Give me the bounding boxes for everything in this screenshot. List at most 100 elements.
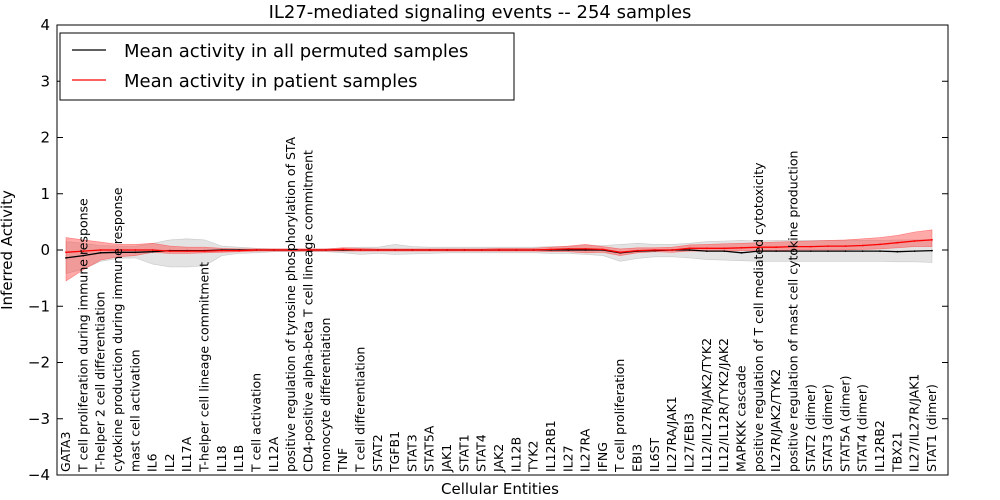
category-label: cytokine production during immune respon… bbox=[110, 187, 125, 472]
category-label: T cell differentiation bbox=[352, 347, 367, 473]
category-label: STAT4 bbox=[474, 434, 489, 472]
point-permuted bbox=[827, 250, 829, 253]
point-permuted bbox=[65, 257, 67, 259]
legend-label-permuted: Mean activity in all permuted samples bbox=[124, 41, 468, 62]
category-label: IL27RA/JAK1 bbox=[664, 396, 679, 472]
y-tick-label: 2 bbox=[40, 129, 50, 147]
category-label: JAK1 bbox=[439, 444, 454, 473]
point-patient bbox=[290, 249, 293, 251]
point-patient bbox=[775, 246, 777, 249]
category-label: TYK2 bbox=[526, 441, 541, 473]
point-patient bbox=[654, 249, 656, 251]
category-label: TGFB1 bbox=[387, 431, 402, 473]
point-patient bbox=[844, 245, 847, 248]
point-permuted bbox=[688, 249, 691, 251]
point-patient bbox=[117, 249, 119, 251]
point-patient bbox=[861, 244, 864, 247]
point-patient bbox=[809, 245, 812, 248]
y-axis-label: Inferred Activity bbox=[0, 190, 16, 310]
point-patient bbox=[740, 246, 743, 249]
point-patient bbox=[186, 250, 189, 253]
category-label: IL6 bbox=[145, 453, 160, 472]
category-label: positive regulation of T cell mediated c… bbox=[751, 162, 766, 472]
point-patient bbox=[723, 247, 726, 250]
point-permuted bbox=[879, 250, 881, 253]
category-label: STAT4 (dimer) bbox=[855, 384, 870, 472]
category-label: positive regulation of tyrosine phosphor… bbox=[283, 136, 298, 472]
category-label: positive regulation of mast cell cytokin… bbox=[785, 151, 800, 472]
category-label: TBX21 bbox=[889, 431, 904, 473]
category-label: TNF bbox=[335, 448, 350, 473]
point-permuted bbox=[931, 249, 933, 252]
category-label: STAT2 (dimer) bbox=[803, 384, 818, 472]
point-patient bbox=[272, 249, 275, 251]
category-label: IL27R/JAK2/TYK2 bbox=[768, 369, 783, 472]
point-permuted bbox=[740, 251, 743, 254]
category-label: IFNG bbox=[595, 442, 610, 472]
legend-box bbox=[59, 32, 515, 101]
point-patient bbox=[792, 245, 795, 248]
category-label: IL18 bbox=[214, 445, 229, 472]
category-label: STAT5A bbox=[422, 425, 437, 472]
point-patient bbox=[550, 248, 552, 251]
point-permuted bbox=[896, 250, 899, 253]
point-permuted bbox=[151, 250, 154, 253]
category-label: STAT5A (dimer) bbox=[837, 376, 852, 472]
y-tick-label: 0 bbox=[40, 241, 50, 259]
y-tick-label: −3 bbox=[28, 410, 50, 428]
point-permuted bbox=[757, 250, 760, 253]
point-patient bbox=[602, 248, 604, 251]
category-label: T-helper 2 cell differentiation bbox=[93, 292, 108, 473]
category-label: T cell proliferation bbox=[612, 359, 627, 473]
category-label: IL27/EBI3 bbox=[682, 413, 697, 472]
point-patient bbox=[931, 239, 933, 241]
point-patient bbox=[255, 249, 258, 251]
point-permuted bbox=[82, 254, 85, 257]
y-tick-label: 3 bbox=[40, 72, 50, 90]
point-patient bbox=[428, 249, 431, 251]
point-patient bbox=[498, 249, 500, 251]
point-permuted bbox=[775, 250, 777, 253]
category-label: IL6ST bbox=[647, 437, 662, 472]
category-label: CD4-positive alpha-beta T cell lineage c… bbox=[301, 150, 316, 472]
category-label: T cell proliferation during immune respo… bbox=[75, 198, 90, 473]
category-label: IL27/IL27R/JAK1 bbox=[907, 374, 922, 472]
point-patient bbox=[827, 245, 829, 248]
legend-label-patient: Mean activity in patient samples bbox=[124, 71, 418, 92]
point-patient bbox=[584, 248, 587, 250]
point-patient bbox=[480, 249, 483, 251]
category-label: monocyte differentiation bbox=[318, 318, 333, 472]
category-label: IL12B bbox=[508, 437, 523, 472]
category-label: T-helper cell lineage commitment bbox=[197, 262, 212, 473]
point-permuted bbox=[723, 250, 726, 253]
point-patient bbox=[65, 251, 67, 254]
band-patient bbox=[65, 229, 933, 282]
point-permuted bbox=[99, 251, 102, 254]
y-tick-label: 4 bbox=[40, 16, 50, 34]
point-patient bbox=[619, 251, 622, 254]
point-patient bbox=[879, 243, 881, 246]
point-patient bbox=[532, 249, 535, 251]
category-label: IL12/IL27R/JAK2/TYK2 bbox=[699, 338, 714, 472]
point-patient bbox=[82, 250, 85, 253]
point-patient bbox=[99, 249, 102, 251]
category-label: MAPKKK cascade bbox=[734, 365, 749, 472]
category-label: IL12A bbox=[266, 436, 281, 472]
category-label: GATA3 bbox=[58, 432, 73, 472]
point-patient bbox=[913, 240, 916, 242]
point-patient bbox=[463, 249, 466, 251]
point-patient bbox=[307, 249, 310, 251]
legend: Mean activity in all permuted samples Me… bbox=[59, 32, 515, 101]
point-permuted bbox=[134, 251, 137, 254]
y-tick-label: −1 bbox=[28, 297, 50, 315]
series-lines bbox=[65, 239, 933, 259]
point-patient bbox=[567, 248, 570, 250]
category-label: IL12RB1 bbox=[543, 420, 558, 472]
point-patient bbox=[359, 249, 362, 251]
point-patient bbox=[342, 248, 344, 251]
point-patient bbox=[169, 250, 171, 253]
category-label: EBI3 bbox=[630, 444, 645, 472]
category-label: IL27 bbox=[560, 445, 575, 472]
point-permuted bbox=[861, 250, 864, 253]
